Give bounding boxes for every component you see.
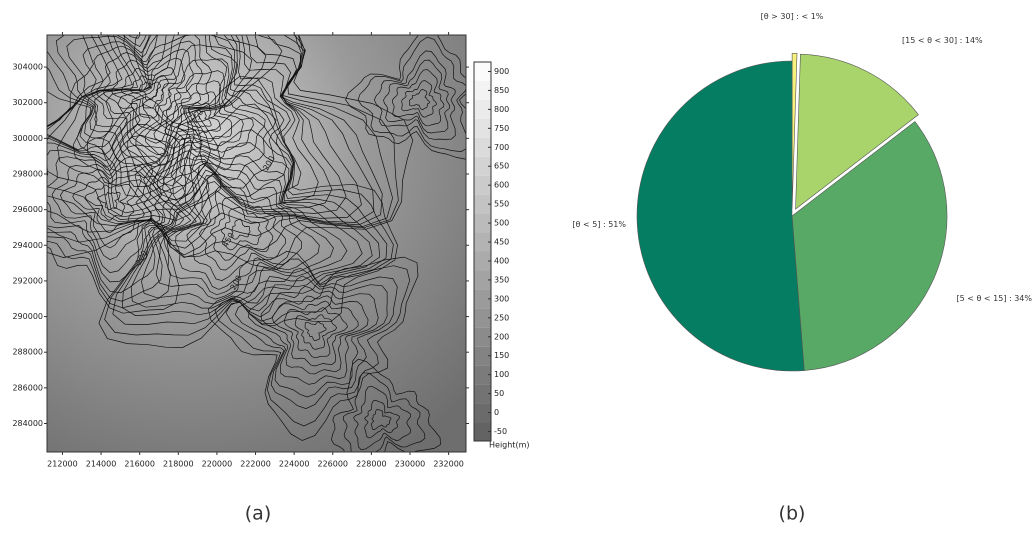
y-tick-label: 292000 xyxy=(12,276,43,285)
y-tick-label: 300000 xyxy=(12,134,43,143)
colorbar-tick-label: 100 xyxy=(494,370,509,379)
y-tick-label: 298000 xyxy=(12,170,43,179)
colorbar-tick-label: -50 xyxy=(494,427,507,436)
slice-value-label: 34% xyxy=(1014,294,1032,303)
x-tick-label: 228000 xyxy=(356,460,387,469)
x-tick-label: 218000 xyxy=(163,460,194,469)
y-tick-label: 304000 xyxy=(12,63,43,72)
y-tick-label: 284000 xyxy=(12,419,43,428)
y-tick-label: 286000 xyxy=(12,383,43,392)
x-tick-label: 220000 xyxy=(202,460,233,469)
caption: (a) xyxy=(245,503,271,525)
colorbar-tick-label: 450 xyxy=(494,238,509,247)
map-area xyxy=(0,0,477,470)
colorbar-tick-label: 500 xyxy=(494,219,509,228)
colorbar-tick-label: 350 xyxy=(494,275,509,284)
slice-value-label: 51% xyxy=(608,220,626,229)
y-tick-label: 302000 xyxy=(12,98,43,107)
colorbar-tick-label: 550 xyxy=(494,200,509,209)
slice-value-label: < 1% xyxy=(801,12,823,21)
caption: (b) xyxy=(779,503,806,525)
colorbar-tick-label: 50 xyxy=(494,389,504,398)
y-tick-label: 296000 xyxy=(12,205,43,214)
x-tick-label: 224000 xyxy=(279,460,310,469)
colorbar-tick-label: 900 xyxy=(494,67,509,76)
colorbar-tick-label: 200 xyxy=(494,332,509,341)
colorbar-label: Height(m) xyxy=(489,441,529,450)
y-tick-label: 288000 xyxy=(12,348,43,357)
y-tick-label: 290000 xyxy=(12,312,43,321)
x-tick-label: 214000 xyxy=(86,460,117,469)
colorbar-tick-label: 150 xyxy=(494,351,509,360)
label-separator: : xyxy=(1006,294,1014,303)
label-separator: : xyxy=(794,12,802,21)
colorbar-tick-label: 400 xyxy=(494,256,509,265)
colorbar-tick-label: 600 xyxy=(494,181,509,190)
x-tick-label: 232000 xyxy=(433,460,464,469)
x-tick-label: 212000 xyxy=(47,460,78,469)
slice-label: [θ > 30] : < 1% xyxy=(761,12,824,21)
x-tick-label: 222000 xyxy=(240,460,271,469)
slice-category: [15 < θ < 30] xyxy=(902,36,957,45)
slice-label: [θ < 5] : 51% xyxy=(572,220,626,229)
terrain-fill xyxy=(47,35,466,452)
y-tick-label: 294000 xyxy=(12,241,43,250)
slice-category: [θ < 5] xyxy=(572,220,600,229)
slice-category: [5 < θ < 15] xyxy=(956,294,1006,303)
pie-slice xyxy=(637,61,804,371)
label-separator: : xyxy=(957,36,965,45)
colorbar-tick-label: 750 xyxy=(494,124,509,133)
x-tick-label: 230000 xyxy=(395,460,426,469)
slice-label: [5 < θ < 15] : 34% xyxy=(956,294,1032,303)
colorbar-tick-label: 300 xyxy=(494,294,509,303)
colorbar-tick-label: 850 xyxy=(494,86,509,95)
figure: 212000 214000 216000 218000 220000 222000 2240… xyxy=(0,0,1036,556)
x-tick-label: 216000 xyxy=(124,460,155,469)
colorbar-tick-label: 250 xyxy=(494,313,509,322)
colorbar-tick-label: 650 xyxy=(494,162,509,171)
colorbar-tick-label: 800 xyxy=(494,105,509,114)
colorbar-tick-label: 700 xyxy=(494,143,509,152)
slice-value-label: 14% xyxy=(965,36,983,45)
slice-label: [15 < θ < 30] : 14% xyxy=(902,36,983,45)
x-tick-label: 226000 xyxy=(317,460,348,469)
slice-category: [θ > 30] xyxy=(761,12,794,21)
label-separator: : xyxy=(600,220,608,229)
colorbar-tick-label: 0 xyxy=(494,408,499,417)
